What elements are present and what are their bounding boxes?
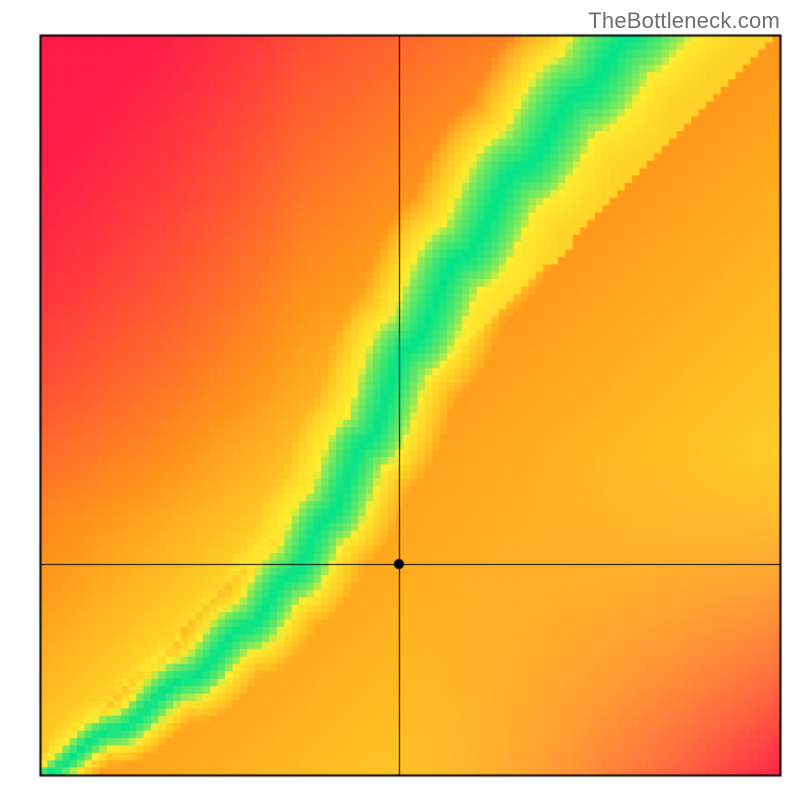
watermark-text: TheBottleneck.com [588, 8, 780, 34]
heatmap-canvas [0, 0, 800, 800]
